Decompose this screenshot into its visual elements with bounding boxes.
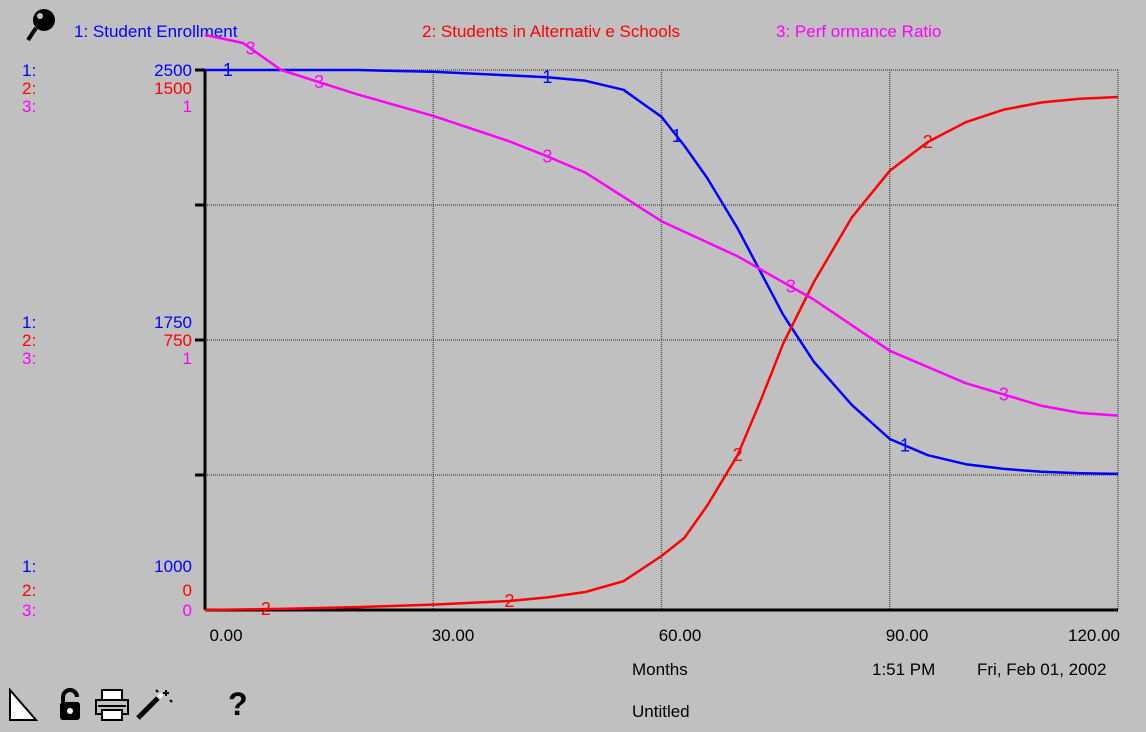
series-2-marker: 2 xyxy=(733,445,743,465)
page-corner-icon[interactable] xyxy=(8,687,39,727)
series-3-line xyxy=(204,33,1119,417)
magic-wand-icon[interactable] xyxy=(134,688,174,727)
x-axis-title: Months xyxy=(632,660,688,679)
axis-key-2-top: 2: xyxy=(22,79,37,98)
axis-key-3-bottom: 3: xyxy=(22,601,37,620)
axis-key-2-middle: 2: xyxy=(22,331,37,350)
axis-value-3-bottom: 0 xyxy=(182,601,192,620)
axis-key-1-bottom: 1: xyxy=(22,557,37,576)
series-3-marker: 3 xyxy=(314,72,324,92)
lock-icon[interactable] xyxy=(58,688,82,727)
series-1-marker: 1 xyxy=(223,60,233,80)
series-1-marker: 1 xyxy=(542,67,552,87)
series-2-marker: 2 xyxy=(923,132,933,152)
axis-value-3-top: 1 xyxy=(182,97,192,116)
help-icon[interactable]: ? xyxy=(228,686,248,722)
legend-series-3: 3: Perf ormance Ratio xyxy=(776,22,942,41)
print-icon[interactable] xyxy=(94,688,130,727)
series-3-marker: 3 xyxy=(999,385,1009,405)
series-2-marker: 2 xyxy=(261,599,271,619)
series-1-marker: 1 xyxy=(672,126,682,146)
axis-key-1-middle: 1: xyxy=(22,313,37,332)
x-tick-label: 60.00 xyxy=(658,626,702,645)
x-tick-label: 120.00 xyxy=(1068,626,1120,645)
axis-value-2-bottom: 0 xyxy=(182,581,192,600)
axis-key-2-bottom: 2: xyxy=(22,581,37,600)
graph-page-title: Untitled xyxy=(632,702,690,721)
axis-key-1-top: 1: xyxy=(22,61,37,80)
series-3-marker: 3 xyxy=(542,146,552,166)
axis-value-1-bottom: 1000 xyxy=(154,557,192,576)
x-tick-label: 30.00 xyxy=(431,626,475,645)
series-markers: 1 1 1 1 2 2 2 2 3 3 3 3 3 xyxy=(223,38,1009,619)
x-tick-label: 90.00 xyxy=(885,626,929,645)
timestamp-time: 1:51 PM xyxy=(872,660,936,679)
x-tick-label: 0.00 xyxy=(209,626,243,645)
axis-value-1-top: 2500 xyxy=(154,61,192,80)
legend-series-1: 1: Student Enrollment xyxy=(74,22,238,41)
axes xyxy=(195,68,1118,612)
axis-key-3-middle: 3: xyxy=(22,349,37,368)
axis-value-3-middle: 1 xyxy=(182,349,192,368)
series-1-marker: 1 xyxy=(900,435,910,455)
series-lines xyxy=(204,33,1119,612)
legend-series-2: 2: Students in Alternativ e Schools xyxy=(422,22,680,41)
grid xyxy=(205,69,1119,610)
axis-value-2-top: 1500 xyxy=(154,79,192,98)
series-1-line xyxy=(205,68,1119,476)
series-2-marker: 2 xyxy=(504,591,514,611)
axis-value-1-middle: 1750 xyxy=(154,313,192,332)
series-3-marker: 3 xyxy=(246,38,256,58)
graph-pin-icon[interactable] xyxy=(24,6,60,46)
axis-key-3-top: 3: xyxy=(22,97,37,116)
timestamp-date: Fri, Feb 01, 2002 xyxy=(977,660,1107,679)
series-3-marker: 3 xyxy=(786,277,796,297)
series-2-line xyxy=(204,95,1119,612)
axis-value-2-middle: 750 xyxy=(163,331,192,350)
